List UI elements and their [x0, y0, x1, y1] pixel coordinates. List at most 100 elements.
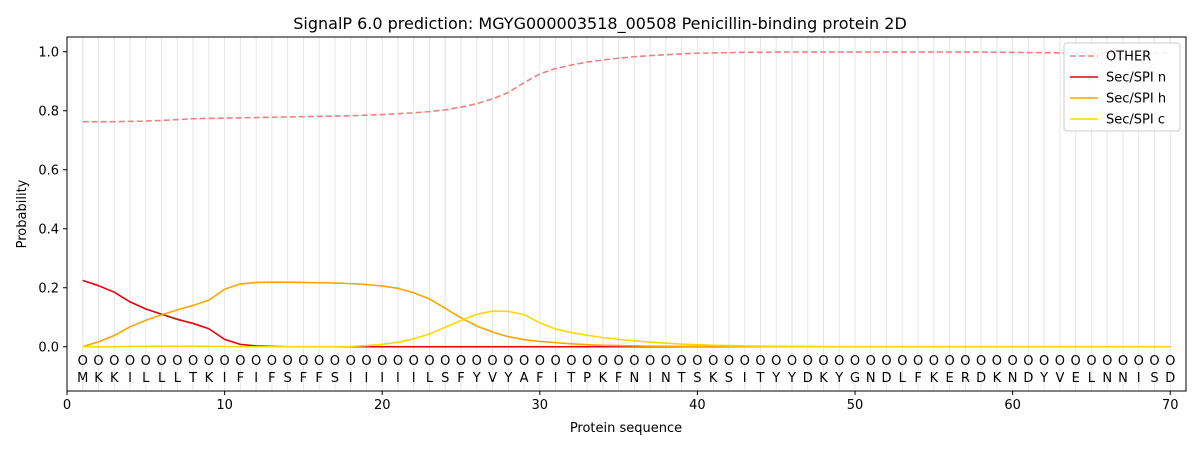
residue-marker: O	[109, 354, 119, 369]
residue-marker: O	[1008, 354, 1018, 369]
legend: OTHER Sec/SPI n Sec/SPI h Sec/SPI c	[1063, 42, 1181, 132]
x-tick-label: 10	[216, 398, 233, 413]
residue-letter: M	[77, 371, 88, 386]
residue-letter: I	[412, 371, 416, 386]
residue-letter: I	[743, 371, 747, 386]
residue-letter: T	[677, 371, 686, 386]
residue-marker: O	[1134, 354, 1144, 369]
residue-letter: D	[1023, 371, 1033, 386]
x-axis-label: Protein sequence	[570, 421, 682, 436]
residue-letter: K	[993, 371, 1002, 386]
residue-letter: I	[380, 371, 384, 386]
residue-letter: F	[268, 371, 275, 386]
residue-letter: I	[1137, 371, 1141, 386]
residue-letter: D	[976, 371, 986, 386]
residue-letter: E	[945, 371, 953, 386]
residue-marker: O	[645, 354, 655, 369]
residue-letter: Y	[834, 371, 843, 386]
x-tick-label: 30	[532, 398, 549, 413]
residue-letter: T	[188, 371, 197, 386]
residue-letter: N	[1118, 371, 1128, 386]
residue-marker: O	[629, 354, 639, 369]
residue-letter: I	[554, 371, 558, 386]
residue-letter: Y	[1039, 371, 1048, 386]
residue-marker: O	[393, 354, 403, 369]
residue-marker: O	[881, 354, 891, 369]
residue-letter: D	[803, 371, 813, 386]
residue-letter: D	[882, 371, 892, 386]
residue-marker: O	[377, 354, 387, 369]
x-tick-label: 70	[1162, 398, 1179, 413]
residue-letter: N	[1008, 371, 1018, 386]
series-line-0	[82, 51, 1171, 123]
legend-label: Sec/SPI n	[1106, 71, 1166, 86]
residue-marker: O	[1149, 354, 1159, 369]
residue-marker: O	[755, 354, 765, 369]
residue-marker: O	[708, 354, 718, 369]
residue-marker: O	[1102, 354, 1112, 369]
y-tick-label: 0.0	[38, 340, 59, 355]
residue-marker: O	[803, 354, 813, 369]
residue-marker: O	[156, 354, 166, 369]
residue-marker: O	[787, 354, 797, 369]
residue-letter: R	[961, 371, 970, 386]
residue-letter: L	[142, 371, 150, 386]
residue-marker: O	[456, 354, 466, 369]
residue-letter: T	[755, 371, 764, 386]
residue-letter: E	[1072, 371, 1080, 386]
residue-marker: O	[440, 354, 450, 369]
y-tick-label: 0.6	[38, 163, 59, 178]
residue-marker: O	[78, 354, 88, 369]
residue-marker: O	[834, 354, 844, 369]
residue-letter: N	[866, 371, 876, 386]
residue-letter: G	[850, 371, 860, 386]
residue-letter: D	[1165, 371, 1175, 386]
residue-letter: K	[110, 371, 119, 386]
residue-letter: F	[237, 371, 244, 386]
residue-letter: F	[615, 371, 622, 386]
x-tick-label: 50	[847, 398, 864, 413]
residue-marker: O	[314, 354, 324, 369]
x-tick-label: 40	[689, 398, 706, 413]
residue-letter: F	[914, 371, 921, 386]
residue-letter: Y	[771, 371, 780, 386]
y-tick-label: 1.0	[38, 45, 59, 60]
residue-marker: O	[677, 354, 687, 369]
plot-frame	[66, 36, 1187, 392]
residue-marker: O	[850, 354, 860, 369]
residue-letter: F	[315, 371, 322, 386]
x-tick-label: 20	[374, 398, 391, 413]
residue-letter: K	[930, 371, 939, 386]
residue-letter: I	[396, 371, 400, 386]
residue-marker: O	[1118, 354, 1128, 369]
residue-marker: O	[141, 354, 151, 369]
residue-marker: O	[960, 354, 970, 369]
residue-letter: N	[630, 371, 640, 386]
residue-marker: O	[818, 354, 828, 369]
residue-marker: O	[204, 354, 214, 369]
residue-marker: O	[125, 354, 135, 369]
y-axis: 0.0 0.2 0.4 0.6 0.8 1.0	[38, 45, 67, 355]
x-tick-label: 0	[63, 398, 71, 413]
residue-marker: O	[771, 354, 781, 369]
residue-letter: S	[1150, 371, 1158, 386]
residue-letter: S	[441, 371, 449, 386]
residue-letter: Y	[787, 371, 796, 386]
residue-marker: O	[487, 354, 497, 369]
residue-letter: S	[284, 371, 292, 386]
residue-marker: O	[614, 354, 624, 369]
residue-letter: A	[520, 371, 529, 386]
residue-marker: O	[740, 354, 750, 369]
residue-letter: V	[1055, 371, 1064, 386]
residue-marker: O	[976, 354, 986, 369]
residue-marker: O	[535, 354, 545, 369]
residue-letter: T	[566, 371, 575, 386]
residue-letter: K	[205, 371, 214, 386]
residue-marker: O	[929, 354, 939, 369]
residue-letter: I	[128, 371, 132, 386]
series-line-3	[82, 310, 1171, 348]
x-tick-label: 60	[1004, 398, 1021, 413]
residue-marker: O	[251, 354, 261, 369]
residue-marker: O	[661, 354, 671, 369]
